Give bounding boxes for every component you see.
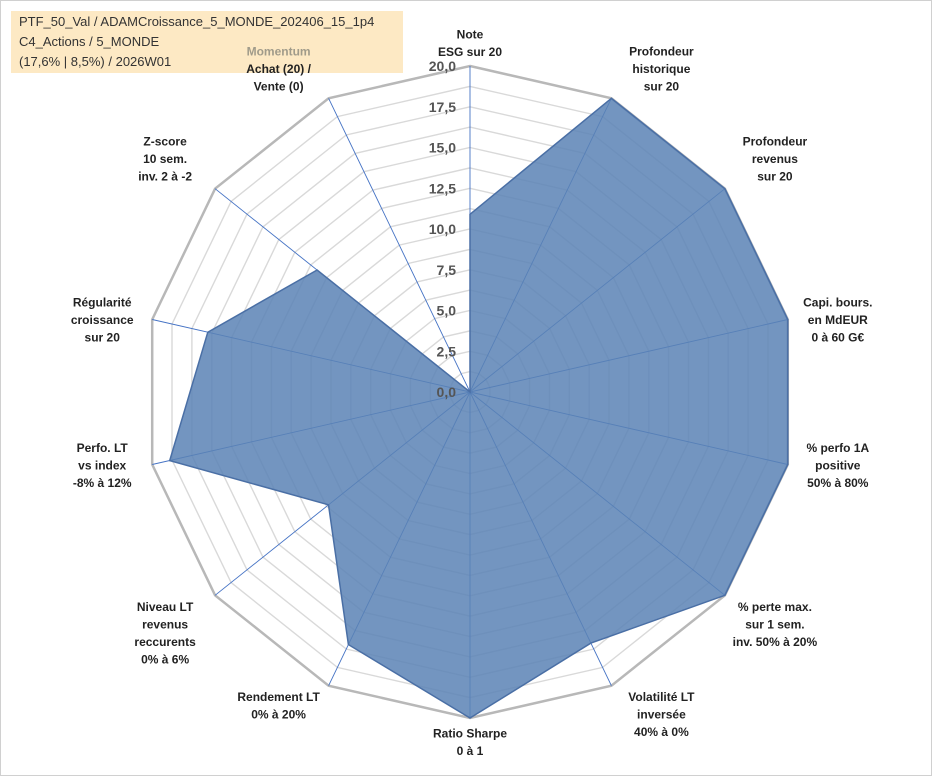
radar-axis-label: Rendement LT 0% à 20% (237, 690, 320, 722)
radar-tick-label: 5,0 (437, 303, 457, 319)
radar-axis-label: % perfo 1A positive 50% à 80% (806, 441, 869, 490)
radar-axis-label: Régularité croissance sur 20 (71, 296, 134, 345)
radar-axis-label-line: Niveau LT (137, 600, 194, 614)
radar-axis-label-line: revenus (752, 152, 798, 166)
radar-axis-label-line: -8% à 12% (73, 476, 132, 490)
radar-axis-label-line: 0 à 60 G€ (811, 331, 864, 345)
radar-series (168, 97, 789, 719)
radar-axis-label-line: historique (632, 62, 690, 76)
radar-axis-labels: Note ESG sur 20 Profondeur historique sur 20… (71, 28, 873, 759)
info-line-category: C4_Actions / 5_MONDE (19, 34, 160, 49)
radar-tick-label: 2,5 (437, 343, 457, 359)
radar-axis-label-line: Profondeur (629, 44, 694, 58)
radar-axis-label-line: ESG sur 20 (438, 45, 502, 59)
radar-axis-label-line: Achat (20) / (246, 62, 311, 76)
radar-axis-label-line: % perte max. (738, 600, 812, 614)
radar-axis-label-line: sur 1 sem. (745, 617, 804, 631)
radar-axis-label: Z-score 10 sem. inv. 2 à -2 (138, 135, 192, 184)
radar-axis-label-line: 40% à 0% (634, 725, 689, 739)
radar-axis-label: Profondeur historique sur 20 (629, 44, 694, 93)
radar-axis-label-line: 10 sem. (143, 152, 187, 166)
radar-axis-label-line: revenus (142, 617, 188, 631)
radar-axis-label-line: croissance (71, 313, 134, 327)
radar-axis-label: Profondeur revenus sur 20 (743, 135, 808, 184)
radar-axis-label-line: sur 20 (757, 170, 793, 184)
radar-tick-label: 15,0 (429, 140, 456, 156)
radar-tick-labels: 0,0 2,5 5,0 7,5 10,0 12,5 15,0 17,5 20,0 (429, 58, 456, 400)
radar-tick-label: 7,5 (437, 262, 457, 278)
info-box: PTF_50_Val / ADAMCroissance_5_MONDE_2024… (11, 11, 403, 73)
radar-axis-label-line: inversée (637, 708, 686, 722)
radar-axis-label-line: Z-score (143, 135, 187, 149)
radar-axis-label: Volatilité LT inversée 40% à 0% (628, 690, 695, 739)
radar-axis-label: Note ESG sur 20 (438, 28, 502, 60)
radar-tick-label: 0,0 (437, 384, 457, 400)
radar-axis-label-line: inv. 2 à -2 (138, 170, 192, 184)
radar-axis-label-line: positive (815, 458, 861, 472)
radar-spoke (328, 98, 471, 393)
radar-tick-label: 20,0 (429, 58, 456, 74)
info-line-period: (17,6% | 8,5%) / 2026W01 (19, 54, 172, 69)
radar-axis-label-line: Volatilité LT (628, 690, 695, 704)
radar-axis-label-line: 50% à 80% (807, 476, 869, 490)
radar-axis-label: Ratio Sharpe 0 à 1 (433, 727, 507, 759)
radar-axis-label-line: Perfo. LT (77, 441, 129, 455)
radar-tick-label: 12,5 (429, 180, 456, 196)
radar-axis-label: Perfo. LT vs index -8% à 12% (73, 441, 132, 490)
radar-axis-label-line: Ratio Sharpe (433, 727, 507, 741)
info-line-portfolio: PTF_50_Val / ADAMCroissance_5_MONDE_2024… (19, 14, 375, 29)
radar-axis-label-line: Vente (0) (254, 79, 304, 93)
radar-axis-label-line: % perfo 1A (806, 441, 869, 455)
radar-axis-label-line: Momentum (247, 44, 311, 58)
radar-axis-label-line: Capi. bours. (803, 296, 872, 310)
radar-axis-label-line: inv. 50% à 20% (733, 635, 818, 649)
radar-series-area (168, 97, 789, 719)
radar-axis-label-line: 0% à 6% (141, 652, 189, 666)
radar-tick-label: 10,0 (429, 221, 456, 237)
radar-axis-label: % perte max. sur 1 sem. inv. 50% à 20% (733, 600, 818, 649)
radar-axis-label-line: Note (457, 28, 484, 42)
radar-axis-label: Niveau LT revenus reccurents 0% à 6% (134, 600, 196, 667)
radar-axis-label-line: en MdEUR (808, 313, 868, 327)
radar-axis-label-line: Régularité (73, 296, 132, 310)
radar-axis-label-line: sur 20 (85, 331, 121, 345)
radar-axis-label-line: sur 20 (644, 79, 680, 93)
radar-tick-label: 17,5 (429, 99, 456, 115)
radar-axis-label-line: Rendement LT (237, 690, 320, 704)
radar-axis-label-line: reccurents (134, 635, 196, 649)
radar-axis-label-line: vs index (78, 458, 126, 472)
radar-axis-label-line: 0 à 1 (457, 744, 484, 758)
radar-axis-label: Capi. bours. en MdEUR 0 à 60 G€ (803, 296, 872, 345)
radar-axis-label: Momentum Achat (20) / Vente (0) (246, 44, 311, 93)
radar-axis-label-line: Profondeur (743, 135, 808, 149)
radar-axis-label-line: 0% à 20% (251, 708, 306, 722)
